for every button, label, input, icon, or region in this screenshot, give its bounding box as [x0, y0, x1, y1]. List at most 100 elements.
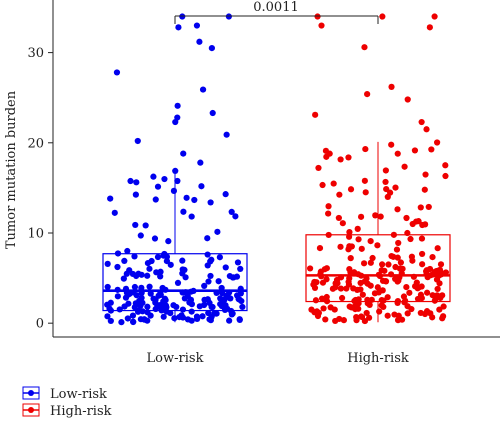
data-point-low-risk	[213, 310, 220, 317]
data-point-low-risk	[234, 259, 242, 266]
data-point-low-risk	[157, 268, 164, 275]
data-point-high-risk	[372, 212, 379, 219]
legend-label-low-risk: Low-risk	[50, 387, 107, 402]
data-point-low-risk	[104, 283, 111, 291]
data-point-high-risk	[376, 308, 383, 315]
data-point-high-risk	[384, 312, 391, 319]
data-point-low-risk	[191, 196, 198, 204]
data-point-low-risk	[174, 279, 182, 287]
data-point-high-risk	[377, 213, 384, 220]
data-point-high-risk	[379, 287, 386, 294]
data-point-low-risk	[226, 317, 233, 324]
data-point-high-risk	[388, 141, 395, 148]
data-point-high-risk	[325, 203, 332, 210]
data-point-low-risk	[222, 191, 229, 198]
data-point-low-risk	[144, 272, 151, 279]
data-point-low-risk	[139, 299, 146, 306]
data-point-low-risk	[111, 209, 118, 216]
data-point-low-risk	[134, 137, 141, 145]
data-point-low-risk	[172, 167, 179, 174]
data-point-high-risk	[312, 297, 320, 304]
data-point-low-risk	[204, 235, 211, 242]
data-point-high-risk	[362, 189, 369, 196]
data-point-low-risk	[147, 290, 154, 297]
legend-key-dot-high-risk	[28, 407, 34, 413]
data-point-high-risk	[306, 265, 314, 272]
data-point-high-risk	[440, 313, 447, 320]
data-point-high-risk	[434, 245, 441, 252]
data-point-low-risk	[180, 208, 187, 215]
x-tick-label-low-risk: Low-risk	[147, 351, 204, 366]
data-point-high-risk	[396, 265, 404, 272]
data-point-high-risk	[437, 261, 445, 268]
data-point-high-risk	[361, 44, 368, 51]
data-point-low-risk	[209, 303, 216, 311]
data-point-low-risk	[236, 296, 243, 303]
data-point-high-risk	[337, 156, 344, 163]
data-point-high-risk	[314, 13, 321, 20]
y-tick-label-20: 20	[27, 136, 44, 151]
data-point-low-risk	[165, 238, 172, 245]
data-point-low-risk	[228, 208, 235, 215]
data-point-high-risk	[350, 285, 357, 292]
data-point-high-risk	[314, 312, 322, 320]
data-point-high-risk	[374, 242, 381, 249]
data-point-high-risk	[359, 291, 366, 298]
data-point-low-risk	[239, 303, 246, 311]
data-point-high-risk	[336, 191, 343, 198]
data-point-high-risk	[313, 279, 320, 286]
data-point-low-risk	[223, 131, 230, 138]
data-point-low-risk	[225, 13, 232, 20]
data-point-high-risk	[368, 296, 375, 303]
data-point-low-risk	[204, 296, 211, 303]
data-point-high-risk	[323, 298, 331, 305]
data-point-high-risk	[318, 295, 326, 302]
data-point-low-risk	[175, 24, 182, 31]
data-point-high-risk	[407, 235, 414, 243]
data-point-low-risk	[129, 270, 136, 278]
data-point-low-risk	[162, 302, 170, 309]
data-point-high-risk	[353, 313, 360, 321]
data-point-low-risk	[135, 270, 142, 277]
data-point-high-risk	[352, 296, 359, 304]
data-point-low-risk	[114, 293, 121, 300]
data-point-high-risk	[417, 309, 424, 317]
data-point-high-risk	[411, 147, 419, 154]
data-point-low-risk	[155, 292, 162, 299]
data-point-high-risk	[394, 278, 401, 285]
data-point-high-risk	[434, 285, 441, 293]
data-point-low-risk	[104, 313, 111, 320]
data-point-low-risk	[106, 305, 113, 312]
data-point-high-risk	[425, 203, 432, 211]
data-point-high-risk	[423, 126, 430, 133]
data-point-high-risk	[394, 150, 401, 157]
data-point-low-risk	[237, 265, 244, 273]
data-point-high-risk	[404, 96, 411, 103]
data-point-high-risk	[426, 265, 434, 273]
data-point-low-risk	[116, 306, 123, 313]
data-point-high-risk	[413, 218, 420, 225]
data-point-high-risk	[322, 316, 329, 323]
data-point-high-risk	[337, 243, 344, 250]
data-point-high-risk	[360, 260, 368, 267]
data-point-high-risk	[422, 171, 429, 178]
data-point-low-risk	[121, 257, 128, 265]
legend-item-low-risk: Low-risk	[22, 386, 107, 402]
data-point-low-risk	[215, 278, 222, 285]
data-point-high-risk	[428, 146, 435, 153]
data-point-high-risk	[414, 285, 421, 292]
data-point-high-risk	[366, 301, 373, 309]
data-point-high-risk	[317, 268, 324, 275]
data-point-high-risk	[380, 297, 387, 304]
data-point-low-risk	[120, 275, 127, 282]
data-point-high-risk	[403, 214, 410, 222]
data-point-high-risk	[379, 261, 386, 268]
data-point-low-risk	[236, 316, 243, 323]
data-point-high-risk	[394, 317, 402, 324]
data-point-low-risk	[184, 316, 192, 323]
legend-label-high-risk: High-risk	[50, 404, 112, 419]
data-point-low-risk	[144, 303, 151, 310]
box-high-risk	[305, 234, 451, 303]
data-point-high-risk	[358, 313, 365, 320]
data-point-high-risk	[401, 299, 408, 306]
